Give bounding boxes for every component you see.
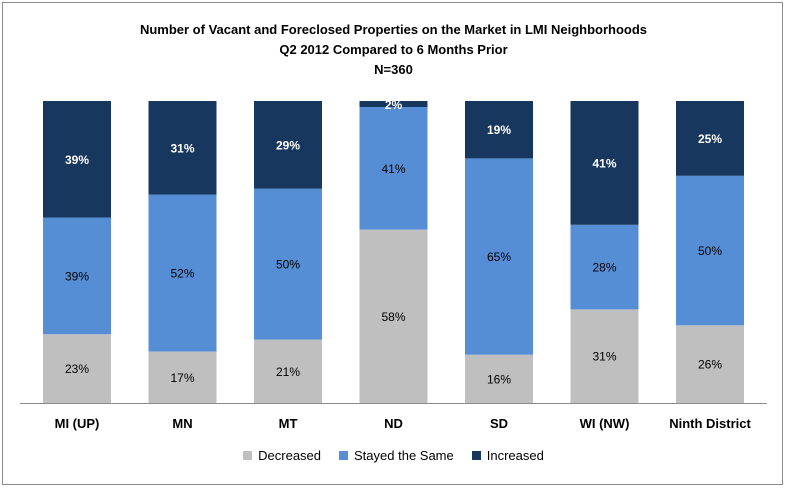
bar-wi-nw-increased (570, 101, 639, 225)
bar-nd-increased (359, 101, 428, 107)
legend-swatch-increased (471, 451, 481, 460)
data-label-mt-stayed-the-same: 50% (276, 258, 300, 272)
data-label-mn-increased: 31% (170, 141, 194, 155)
data-label-mn-stayed-the-same: 52% (170, 267, 194, 281)
x-tick-label-sd: SD (490, 416, 508, 431)
bar-mt-decreased (254, 339, 322, 403)
legend-item-increased: Increased (471, 448, 544, 463)
data-label-sd-increased: 19% (487, 123, 511, 137)
bar-mt-stayed-the-same (254, 188, 322, 340)
bar-nd-stayed-the-same (359, 107, 428, 230)
data-label-ninth-district-decreased: 26% (698, 358, 722, 372)
bar-ninth-district-increased (676, 101, 744, 176)
x-tick-label-nd: ND (384, 416, 403, 431)
x-tick-label-ninth-district: Ninth District (669, 416, 751, 431)
chart-subtitle: Q2 2012 Compared to 6 Months Prior (279, 42, 508, 57)
chart-sample-size: N=360 (374, 62, 413, 77)
legend-item-decreased: Decreased (243, 448, 321, 463)
data-label-nd-stayed-the-same: 41% (381, 162, 405, 176)
chart-title: Number of Vacant and Foreclosed Properti… (139, 22, 648, 37)
bar-mi-up-stayed-the-same (43, 217, 111, 335)
data-label-mt-decreased: 21% (276, 365, 300, 379)
x-tick-label-mi-up: MI (UP) (55, 416, 100, 431)
data-label-mn-decreased: 17% (170, 371, 194, 385)
x-tick-label-mt: MT (279, 416, 298, 431)
data-label-ninth-district-increased: 25% (698, 132, 722, 146)
bar-sd-increased (465, 101, 533, 159)
bar-wi-nw-decreased (570, 309, 639, 403)
data-label-nd-decreased: 58% (381, 310, 405, 324)
data-label-mi-up-stayed-the-same: 39% (65, 269, 89, 283)
x-tick-label-wi-nw: WI (NW) (580, 416, 630, 431)
data-label-wi-nw-increased: 41% (592, 156, 616, 170)
data-label-sd-stayed-the-same: 65% (487, 250, 511, 264)
bar-ninth-district-stayed-the-same (676, 175, 744, 326)
data-label-wi-nw-stayed-the-same: 28% (592, 261, 616, 275)
data-label-mi-up-increased: 39% (65, 153, 89, 167)
bar-wi-nw-stayed-the-same (570, 224, 639, 310)
data-label-mt-increased: 29% (276, 138, 300, 152)
bar-mi-up-decreased (43, 334, 111, 403)
bar-mn-decreased (148, 351, 217, 403)
bar-mi-up-increased (43, 101, 111, 218)
legend: Decreased Stayed the Same Increased (0, 448, 787, 463)
data-label-ninth-district-stayed-the-same: 50% (698, 244, 722, 258)
legend-item-stayed-the-same: Stayed the Same (339, 448, 454, 463)
legend-swatch-decreased (243, 451, 253, 460)
legend-swatch-stayed-the-same (339, 451, 349, 460)
data-label-mi-up-decreased: 23% (65, 362, 89, 376)
stacked-bar-chart: 23% 39% 39% MI (UP) 17% 52% 31% MN 21% 50% 29% MT 58… (20, 98, 767, 431)
bar-ninth-district-decreased (676, 325, 744, 403)
bar-mn-increased (148, 101, 217, 195)
data-label-wi-nw-decreased: 31% (592, 350, 616, 364)
data-label-nd-increased: 2% (385, 98, 403, 112)
legend-label-increased: Increased (486, 448, 544, 463)
data-label-sd-decreased: 16% (487, 372, 511, 386)
x-tick-label-mn: MN (172, 416, 192, 431)
bar-nd-decreased (359, 229, 428, 403)
bar-mn-stayed-the-same (148, 194, 217, 352)
legend-label-decreased: Decreased (258, 448, 322, 463)
bar-sd-stayed-the-same (465, 158, 533, 355)
bar-sd-decreased (465, 354, 533, 403)
bar-mt-increased (254, 101, 322, 189)
legend-label-stayed-the-same: Stayed the Same (354, 448, 454, 463)
